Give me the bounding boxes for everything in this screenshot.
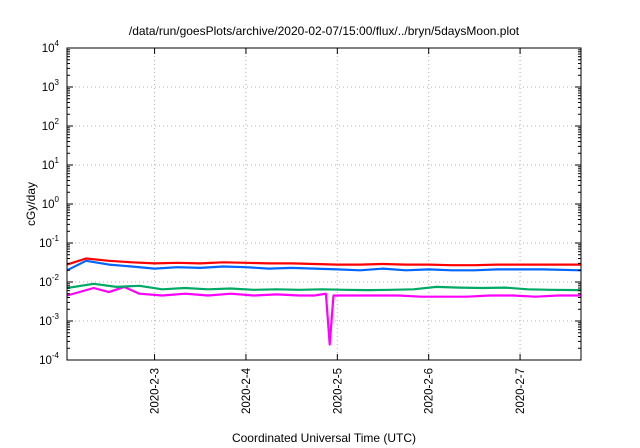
y-tick-label: 10-2 [39, 273, 59, 289]
x-axis-label: Coordinated Universal Time (UTC) [232, 431, 416, 445]
chart-title: /data/run/goesPlots/archive/2020-02-07/1… [129, 24, 520, 38]
y-tick-label: 100 [42, 195, 60, 211]
y-axis: 10-4 10-3 10-2 10-1 100 101 102 103 104 [39, 39, 581, 367]
y-tick-label: 10-4 [39, 351, 59, 367]
y-tick-label: 103 [42, 78, 60, 94]
x-tick-label: 2020-2-3 [150, 368, 162, 414]
series-line [66, 285, 581, 346]
y-tick-label: 101 [42, 156, 60, 172]
series-line [66, 282, 582, 292]
y-tick-label: 10-1 [39, 234, 59, 250]
series-line [66, 259, 582, 272]
x-tick-label: 2020-2-7 [515, 368, 527, 414]
x-tick-label: 2020-2-5 [332, 368, 344, 414]
grid [67, 48, 581, 360]
series-group [66, 257, 582, 346]
series-line [66, 257, 581, 267]
y-tick-label: 102 [42, 117, 60, 133]
y-tick-label: 104 [42, 39, 60, 55]
y-tick-label: 10-3 [39, 312, 59, 328]
x-axis: 2020-2-3 2020-2-4 2020-2-5 2020-2-6 2020-2-7 [150, 48, 527, 414]
x-tick-label: 2020-2-4 [241, 367, 253, 414]
y-axis-label: cGy/day [24, 182, 38, 226]
x-tick-label: 2020-2-6 [424, 368, 436, 414]
